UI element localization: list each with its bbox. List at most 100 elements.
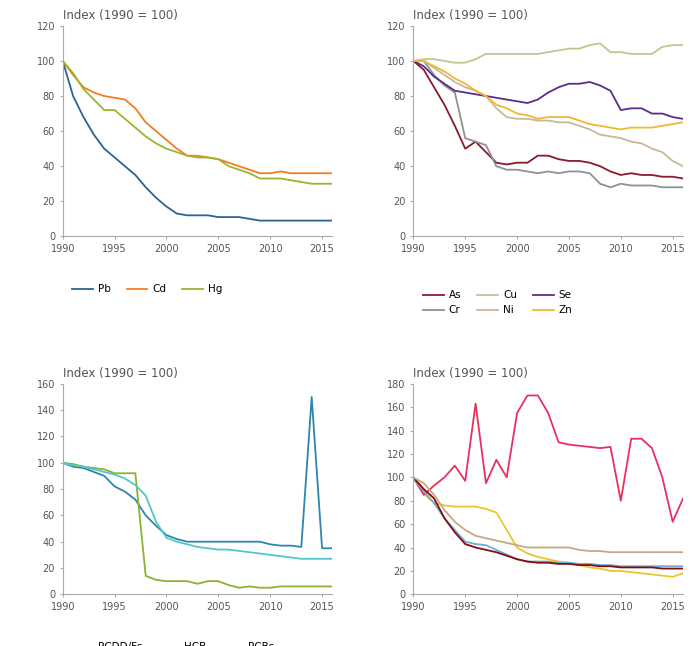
Cu [575, 45, 583, 52]
IP [430, 491, 438, 499]
Ni [482, 92, 490, 100]
B(b)F [658, 563, 666, 570]
IP [441, 506, 449, 514]
IP [544, 544, 553, 552]
Total PAHs [648, 570, 656, 578]
As [503, 161, 511, 169]
Se [492, 94, 500, 101]
Ni [544, 117, 553, 125]
Zn [668, 120, 677, 128]
Line: Cr: Cr [413, 61, 683, 187]
Cu [492, 50, 500, 57]
B(k)F [441, 514, 449, 522]
Total PAHs [637, 569, 645, 577]
Hg [204, 154, 212, 162]
PCDD/Fs [59, 459, 67, 466]
Hg [162, 145, 171, 152]
Ni [606, 132, 615, 140]
Ni [596, 130, 604, 138]
IP [503, 539, 511, 547]
Cd [328, 169, 337, 177]
IP [523, 544, 532, 552]
Cr [503, 166, 511, 174]
Cd [266, 169, 275, 177]
B(a)P [585, 443, 594, 451]
As [409, 57, 418, 65]
As [658, 173, 666, 181]
Line: Zn: Zn [413, 61, 683, 129]
Pb [183, 211, 192, 219]
B(b)F [409, 474, 418, 481]
Pb [141, 183, 150, 191]
B(a)P [503, 474, 511, 481]
Cd [245, 166, 254, 174]
Ni [575, 122, 583, 130]
B(b)F [430, 499, 438, 507]
B(a)P [648, 444, 656, 452]
Pb [245, 215, 254, 223]
Cu [637, 50, 645, 57]
Ni [471, 87, 480, 94]
PCDD/Fs [224, 538, 233, 546]
Pb [256, 216, 264, 224]
B(k)F [503, 552, 511, 559]
PCDD/Fs [214, 538, 222, 546]
Pb [193, 211, 201, 219]
Hg [245, 169, 254, 177]
Cu [658, 43, 666, 51]
Se [565, 80, 573, 88]
B(b)F [544, 557, 553, 565]
Se [648, 110, 656, 118]
B(b)F [523, 557, 532, 565]
Cu [441, 57, 449, 65]
Hg [131, 124, 139, 132]
As [679, 174, 687, 182]
Cd [256, 169, 264, 177]
Pb [152, 194, 160, 202]
B(a)P [471, 400, 480, 408]
As [534, 152, 542, 160]
IP [596, 547, 604, 555]
Se [461, 89, 469, 96]
Cu [482, 50, 490, 57]
PCBs [90, 465, 98, 473]
Hg [90, 96, 98, 103]
Cr [544, 167, 553, 175]
B(b)F [627, 563, 636, 570]
Total PAHs [523, 550, 532, 557]
Cr [471, 138, 480, 145]
B(a)P [420, 491, 428, 499]
Hg [214, 155, 222, 163]
PCBs [193, 543, 201, 551]
Cu [596, 39, 604, 47]
Ni [627, 138, 636, 145]
B(a)P [523, 391, 532, 399]
B(a)P [430, 482, 438, 490]
Hg [193, 152, 201, 160]
Legend: As, Cr, Cu, Ni, Se, Zn: As, Cr, Cu, Ni, Se, Zn [419, 286, 576, 320]
Zn [513, 110, 521, 118]
Pb [204, 211, 212, 219]
Cu [471, 56, 480, 63]
As [471, 138, 480, 145]
Line: Pb: Pb [63, 61, 332, 220]
PCBs [266, 551, 275, 559]
B(b)F [565, 559, 573, 567]
Pb [79, 113, 88, 121]
PCBs [277, 552, 285, 560]
PCDD/Fs [318, 545, 326, 552]
Total PAHs [668, 573, 677, 581]
Line: Ni: Ni [413, 61, 683, 166]
B(a)P [627, 435, 636, 443]
Ni [658, 149, 666, 156]
HCB [59, 459, 67, 466]
Ni [523, 115, 532, 123]
Total PAHs [471, 503, 480, 510]
Se [534, 96, 542, 103]
Zn [585, 120, 594, 128]
B(k)F [648, 563, 656, 571]
Se [451, 87, 459, 94]
HCB [152, 576, 160, 584]
Zn [430, 62, 438, 70]
B(k)F [471, 544, 480, 552]
